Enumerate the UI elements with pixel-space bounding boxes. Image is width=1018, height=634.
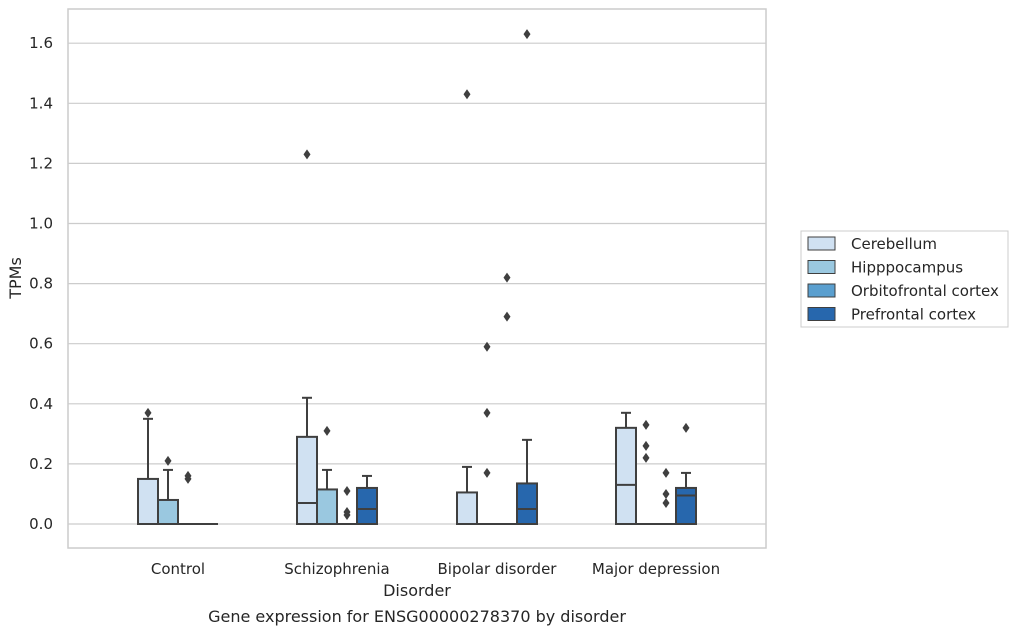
legend-label: Cerebellum bbox=[851, 235, 937, 253]
outlier-marker bbox=[662, 488, 670, 499]
boxes bbox=[137, 396, 697, 526]
legend-label: Prefrontal cortex bbox=[851, 306, 976, 324]
box-cerebellum bbox=[137, 417, 159, 525]
y-tick-label: 1.2 bbox=[29, 154, 53, 172]
x-tick-label: Bipolar disorder bbox=[438, 560, 558, 578]
outlier-marker bbox=[343, 485, 351, 496]
outlier-marker bbox=[642, 419, 650, 430]
x-tick-label: Major depression bbox=[592, 560, 720, 578]
outlier-marker bbox=[662, 497, 670, 508]
outlier-marker bbox=[184, 470, 192, 481]
outlier-marker bbox=[642, 452, 650, 463]
x-tick-label: Schizophrenia bbox=[284, 560, 389, 578]
outlier-marker bbox=[483, 407, 491, 418]
box-body bbox=[675, 486, 697, 526]
outlier-marker bbox=[483, 467, 491, 478]
x-axis-label: Disorder bbox=[383, 581, 451, 600]
outlier-marker bbox=[164, 455, 172, 466]
y-tick-label: 0.0 bbox=[29, 515, 53, 533]
legend: Cerebellum Hipppocampus Orbitofrontal cort… bbox=[800, 230, 1009, 328]
outlier-marker bbox=[463, 89, 471, 100]
outlier-marker bbox=[144, 407, 152, 418]
outlier-marker bbox=[682, 422, 690, 433]
outlier-marker bbox=[323, 425, 331, 436]
y-tick-label: 1.4 bbox=[29, 94, 53, 112]
outlier-marker bbox=[343, 506, 351, 517]
legend-swatch bbox=[807, 283, 836, 298]
outlier-marker bbox=[503, 272, 511, 283]
outlier-marker bbox=[642, 440, 650, 451]
box-body bbox=[316, 488, 338, 526]
box-cerebellum bbox=[615, 411, 637, 525]
y-tick-label: 1.6 bbox=[29, 34, 53, 52]
outlier-marker bbox=[503, 311, 511, 322]
legend-swatch bbox=[807, 260, 836, 274]
box-cerebellum bbox=[296, 396, 318, 526]
y-tick-label: 0.8 bbox=[29, 275, 53, 293]
box-body bbox=[296, 435, 318, 526]
outlier-marker bbox=[303, 149, 311, 160]
x-tick-labels: Control Schizophrenia Bipolar disorder Majo… bbox=[151, 560, 720, 578]
y-tick-labels: 0.0 0.2 0.4 0.6 0.8 1.0 1.2 1.4 1.6 bbox=[29, 34, 53, 533]
legend-label: Hipppocampus bbox=[851, 259, 963, 277]
box-body bbox=[137, 477, 159, 525]
box-body bbox=[615, 426, 637, 525]
box-hipppocampus bbox=[316, 468, 338, 526]
box-prefrontal-cortex bbox=[675, 471, 697, 526]
box-hipppocampus bbox=[157, 468, 179, 525]
legend-swatch bbox=[807, 307, 836, 321]
legend-swatch bbox=[807, 236, 836, 251]
y-tick-label: 0.6 bbox=[29, 335, 53, 353]
outlier-marker bbox=[662, 467, 670, 478]
legend-label: Orbitofrontal cortex bbox=[851, 282, 999, 300]
x-tick-label: Control bbox=[151, 560, 205, 578]
box-body bbox=[157, 498, 179, 525]
y-axis-label: TPMs bbox=[6, 257, 25, 300]
box-prefrontal-cortex bbox=[356, 474, 378, 526]
box-body bbox=[516, 482, 538, 525]
y-tick-label: 0.4 bbox=[29, 395, 53, 413]
box-body bbox=[356, 486, 378, 526]
outlier-marker bbox=[483, 341, 491, 352]
box-cerebellum bbox=[456, 465, 478, 526]
plot-frame bbox=[67, 8, 767, 549]
y-tick-label: 1.0 bbox=[29, 215, 53, 233]
box-prefrontal-cortex bbox=[516, 438, 538, 525]
y-tick-label: 0.2 bbox=[29, 455, 53, 473]
outliers bbox=[144, 29, 690, 520]
box-body bbox=[456, 491, 478, 526]
chart-title: Gene expression for ENSG00000278370 by d… bbox=[208, 607, 626, 626]
outlier-marker bbox=[523, 29, 531, 40]
